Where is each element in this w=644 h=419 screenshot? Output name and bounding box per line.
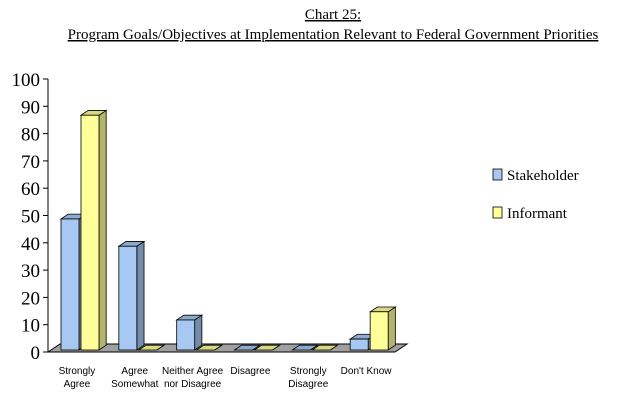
bar [79, 109, 108, 351]
bar [311, 344, 339, 351]
bar-front [80, 114, 100, 351]
chart-title: Chart 25: [305, 7, 361, 23]
chart-subtitle: Program Goals/Objectives at Implementati… [68, 27, 599, 43]
bar-front [369, 311, 389, 351]
y-tick-label: 10 [21, 316, 40, 337]
legend-label: Stakeholder [507, 168, 579, 184]
x-tick-label: Agree Somewhat [111, 366, 159, 390]
y-tick-label: 70 [21, 152, 40, 173]
x-tick-label: Strongly Disagree [288, 366, 329, 390]
bar-front [349, 338, 369, 351]
y-tick-label: 0 [31, 343, 41, 364]
y-tick-label: 50 [21, 207, 40, 228]
bar [233, 344, 262, 351]
bar-side [136, 240, 145, 351]
bar [253, 344, 282, 351]
bar [117, 240, 146, 351]
bar-top [195, 344, 224, 351]
bar-top [311, 344, 339, 351]
y-tick-label: 30 [21, 261, 40, 282]
y-tick-label: 40 [21, 234, 40, 255]
y-tick-label: 20 [21, 288, 40, 309]
y-tick-label: 80 [21, 125, 40, 146]
bar-top [291, 344, 319, 351]
bar [137, 344, 166, 351]
bar [175, 314, 204, 351]
bar-side [194, 314, 203, 351]
bar-front [118, 245, 138, 351]
bar-top [253, 344, 282, 351]
legend-label: Informant [507, 206, 568, 222]
y-tick-label: 100 [12, 70, 41, 91]
bar-top [137, 344, 166, 351]
bar-front [176, 319, 196, 351]
legend-swatch [492, 168, 503, 181]
bar-top [233, 344, 262, 351]
x-tick-label: Strongly Agree [58, 366, 96, 390]
bar-side [98, 109, 107, 351]
bar [195, 344, 224, 351]
bar-side [387, 306, 396, 351]
bar-front [60, 218, 80, 351]
x-tick-label: Don't Know [340, 366, 392, 377]
y-tick-label: 60 [21, 179, 40, 200]
x-tick-label: Disagree [230, 366, 271, 377]
x-tick-label: Neither Agree nor Disagree [162, 366, 224, 390]
bar [291, 344, 319, 351]
y-tick-label: 90 [21, 97, 40, 118]
legend-swatch [492, 206, 503, 219]
bar [368, 306, 397, 351]
